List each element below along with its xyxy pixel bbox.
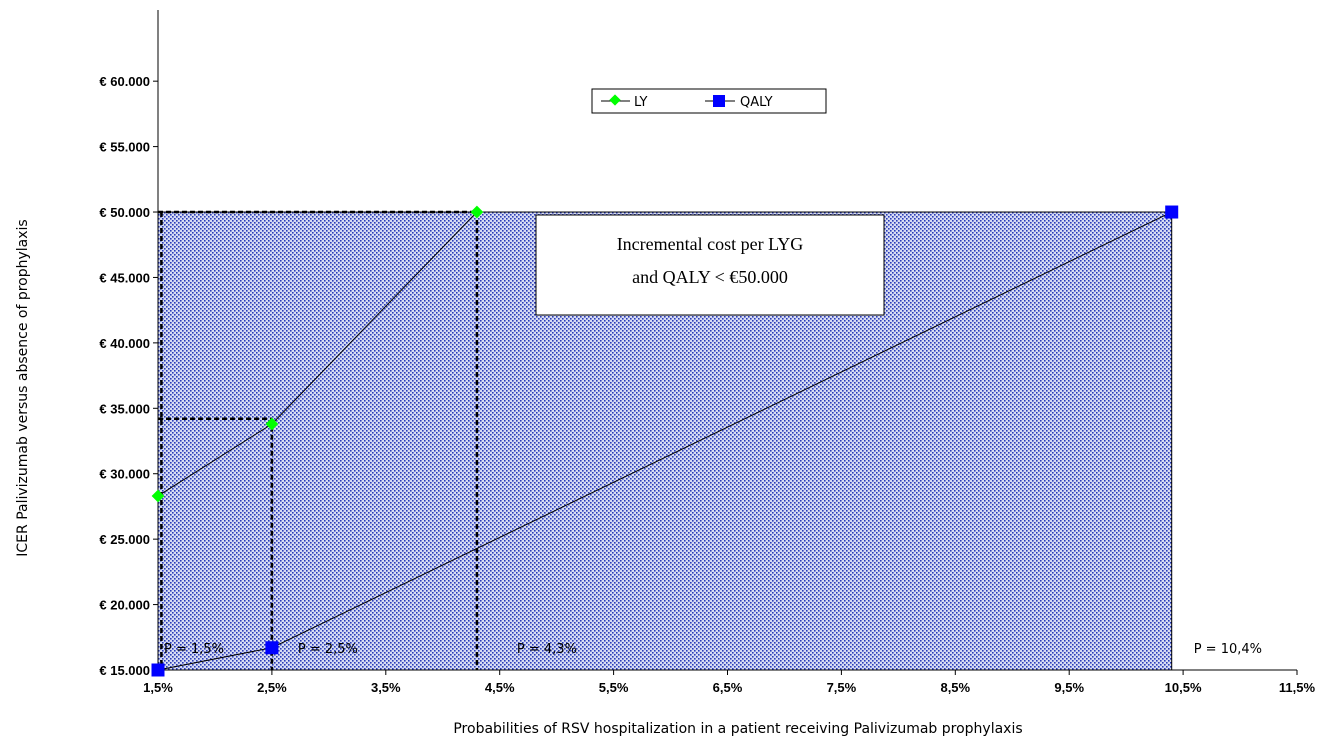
data-point-ly (470, 205, 484, 219)
x-tick-label: 11,5% (1279, 680, 1316, 695)
y-tick-label: € 50.000 (99, 205, 150, 220)
x-tick-label: 5,5% (599, 680, 629, 695)
y-tick-label: € 35.000 (99, 401, 150, 416)
x-tick-label: 7,5% (827, 680, 857, 695)
y-tick-label: € 55.000 (99, 140, 150, 155)
y-axis-title: ICER Palivizumab versus absence of proph… (15, 219, 31, 556)
annotation-box: Incremental cost per LYG and QALY < €50.… (535, 214, 885, 316)
x-tick-label: 9,5% (1054, 680, 1084, 695)
data-point-qaly (1165, 205, 1179, 219)
y-tick-label: € 45.000 (99, 270, 150, 285)
x-tick-label: 6,5% (713, 680, 743, 695)
annotation-line-2: and QALY < €50.000 (632, 267, 788, 287)
data-point-qaly (151, 663, 165, 677)
y-tick-label: € 60.000 (99, 74, 150, 89)
x-tick-label: 1,5% (143, 680, 173, 695)
legend-ly-label: LY (634, 95, 648, 110)
y-tick-label: € 25.000 (99, 532, 150, 547)
x-tick-label: 8,5% (940, 680, 970, 695)
data-point-ly (265, 417, 279, 431)
probability-label: P = 2,5% (298, 642, 358, 657)
data-point-qaly (265, 641, 279, 655)
data-point-ly (151, 489, 165, 503)
annotation-line-1: Incremental cost per LYG (617, 234, 804, 254)
y-tick-label: € 15.000 (99, 663, 150, 678)
probability-label: P = 10,4% (1194, 642, 1262, 657)
y-tick-label: € 30.000 (99, 467, 150, 482)
x-tick-label: 4,5% (485, 680, 515, 695)
legend-qaly-marker (713, 95, 725, 107)
probability-label: P = 1,5% (164, 642, 224, 657)
probability-label: P = 4,3% (517, 642, 577, 657)
y-tick-label: € 40.000 (99, 336, 150, 351)
x-tick-label: 2,5% (257, 680, 287, 695)
y-tick-label: € 20.000 (99, 598, 150, 613)
x-tick-label: 10,5% (1165, 680, 1202, 695)
x-axis-title: Probabilities of RSV hospitalization in … (453, 721, 1022, 737)
legend: LY QALY (591, 88, 827, 114)
legend-qaly-label: QALY (740, 95, 773, 110)
x-tick-label: 3,5% (371, 680, 401, 695)
